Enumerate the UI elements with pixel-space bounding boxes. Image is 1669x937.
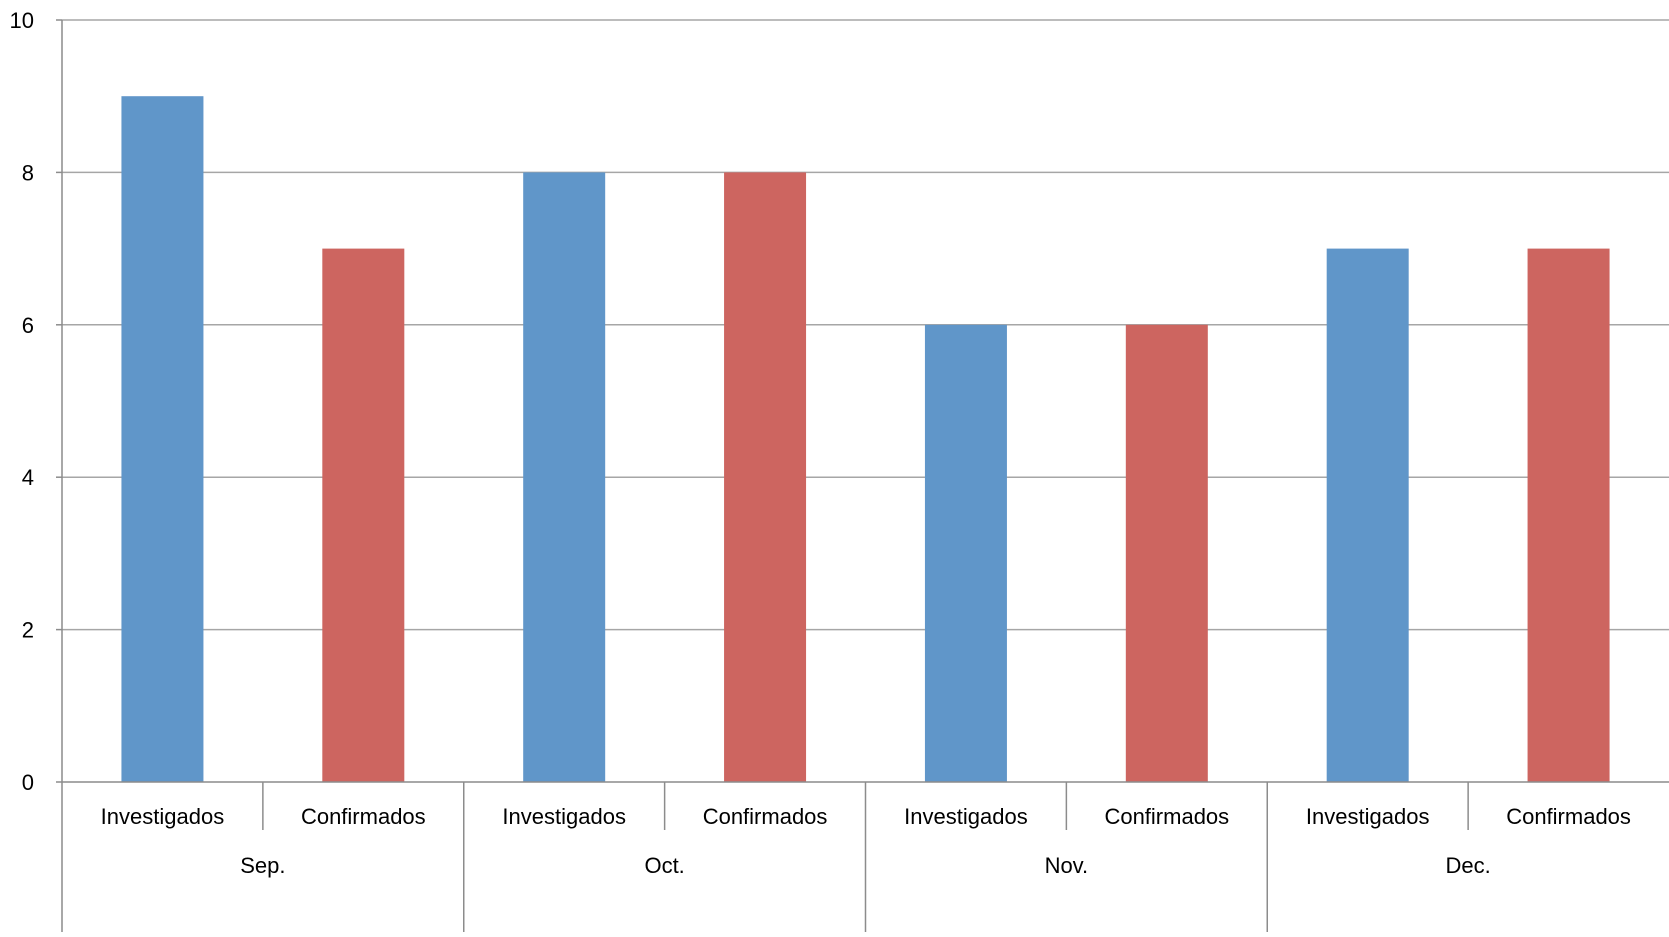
bar-nov-investigados <box>924 324 1007 782</box>
y-tick-label: 0 <box>22 770 34 795</box>
x-category-label: Confirmados <box>703 804 828 829</box>
bar-oct-investigados <box>523 172 606 782</box>
x-category-label: Investigados <box>502 804 626 829</box>
bar-nov-confirmados <box>1125 324 1208 782</box>
bar-sep-confirmados <box>322 248 405 783</box>
x-group-label: Nov. <box>1045 853 1089 878</box>
x-group-label: Sep. <box>240 853 285 878</box>
x-category-label: Confirmados <box>301 804 426 829</box>
x-group-label: Dec. <box>1446 853 1491 878</box>
axis-labels: 0 2 4 6 8 10 Investigados Confirmados Sep. Invest… <box>10 8 1631 878</box>
x-category-label: Investigados <box>101 804 225 829</box>
bar-oct-confirmados <box>724 172 807 782</box>
y-tick-label: 4 <box>22 465 34 490</box>
y-tick-label: 8 <box>22 160 34 185</box>
x-category-label: Investigados <box>1306 804 1430 829</box>
axes <box>56 19 1669 932</box>
x-category-label: Confirmados <box>1104 804 1229 829</box>
x-category-label: Investigados <box>904 804 1028 829</box>
y-tick-label: 2 <box>22 618 34 643</box>
bars <box>121 96 1610 783</box>
x-category-label: Confirmados <box>1506 804 1631 829</box>
y-tick-label: 10 <box>10 8 34 33</box>
bar-dec-investigados <box>1326 248 1409 783</box>
bar-sep-investigados <box>121 96 204 782</box>
grid-lines <box>62 19 1669 631</box>
y-tick-label: 6 <box>22 313 34 338</box>
bar-dec-confirmados <box>1527 248 1610 783</box>
x-group-label: Oct. <box>644 853 684 878</box>
